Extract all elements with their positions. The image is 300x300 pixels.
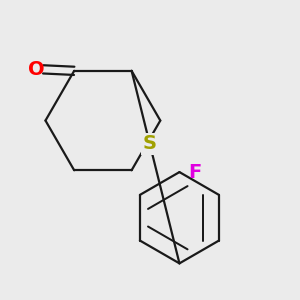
Text: O: O <box>28 60 45 79</box>
Text: F: F <box>188 163 202 182</box>
Text: S: S <box>143 134 157 154</box>
